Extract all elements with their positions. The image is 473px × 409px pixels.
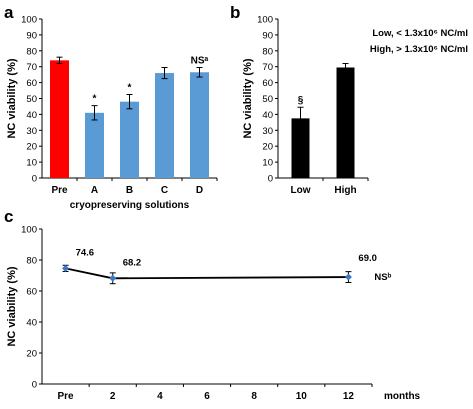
a-ytick-label: 80 (26, 46, 37, 57)
c-ytick-label: 20 (26, 349, 37, 360)
panel-b-chart: 0 10 20 30 40 50 60 70 80 90 100 NC viability (%) § L… (242, 15, 468, 197)
a-xtick-label: C (161, 185, 168, 196)
c-x-unit: months (384, 391, 421, 402)
a-bar (50, 60, 69, 179)
a-ytick-label: 50 (26, 94, 37, 105)
b-bar (336, 67, 355, 178)
a-ytick-label: 0 (32, 174, 37, 185)
b-ytick-label: 0 (268, 174, 273, 185)
c-ylabel: NC viability (%) (6, 266, 18, 346)
b-ytick-label: 80 (262, 46, 273, 57)
c-point (344, 273, 352, 281)
a-ytick-label: 100 (21, 15, 37, 26)
c-ytick-label: 80 (26, 256, 37, 267)
panel-c-chart: 0 20 40 60 80 100 NC viability (%) Pre 2 4 6 8 10 12 m… (6, 225, 421, 403)
b-ytick-label: 30 (262, 126, 273, 137)
a-bar (190, 72, 209, 178)
a-annotation: NSᵃ (191, 55, 209, 66)
a-bar (120, 101, 139, 178)
b-legend-line: Low, < 1.3x10⁶ NC/ml (372, 28, 468, 39)
c-point (109, 274, 117, 282)
a-annotation: * (128, 83, 132, 94)
c-ytick-label: 0 (32, 380, 37, 391)
c-point (62, 264, 70, 272)
b-annotation: § (298, 95, 304, 106)
b-ytick-label: 40 (262, 110, 273, 121)
a-xtick-label: A (91, 185, 98, 196)
c-ytick-label: 40 (26, 318, 37, 329)
c-series-line (65, 267, 349, 280)
a-ytick-label: 30 (26, 126, 37, 137)
a-xtick-label: D (196, 185, 203, 196)
b-ylabel: NC viability (%) (242, 58, 254, 138)
b-ytick-label: 70 (262, 62, 273, 73)
a-xtick-label: Pre (51, 185, 68, 196)
c-annotation: NSᵇ (374, 272, 391, 283)
a-annotation: * (93, 94, 97, 105)
panel-letter-b: b (230, 3, 240, 22)
c-xtick-label: Pre (58, 391, 75, 402)
c-xtick-label: 10 (296, 391, 308, 402)
a-ytick-label: 40 (26, 110, 37, 121)
b-ytick-label: 100 (257, 15, 273, 26)
a-xtick-label: B (126, 185, 133, 196)
a-xlabel: cryopreserving solutions (70, 200, 190, 211)
a-ytick-label: 70 (26, 62, 37, 73)
panel-letter-a: a (4, 3, 14, 22)
c-ytick-label: 100 (21, 225, 37, 236)
b-bar (291, 118, 310, 178)
c-xtick-label: 6 (204, 391, 210, 402)
c-xtick-label: 8 (251, 391, 257, 402)
a-ytick-label: 60 (26, 78, 37, 89)
c-data-label: 74.6 (76, 247, 95, 258)
c-data-label: 69.0 (358, 253, 377, 264)
b-xtick-label: High (334, 185, 356, 196)
panel-a-chart: 0 10 20 30 40 50 60 70 80 90 100 NC viability (%) Pr… (6, 15, 218, 211)
b-ytick-label: 20 (262, 142, 273, 153)
c-data-label: 68.2 (123, 257, 142, 268)
a-bar (85, 112, 104, 178)
c-xtick-label: 2 (110, 391, 116, 402)
b-ytick-label: 60 (262, 78, 273, 89)
a-ytick-label: 90 (26, 30, 37, 41)
a-ytick-label: 20 (26, 142, 37, 153)
a-ylabel: NC viability (%) (6, 58, 18, 138)
a-ytick-label: 10 (26, 158, 37, 169)
b-ytick-label: 90 (262, 30, 273, 41)
b-legend-line: High, > 1.3x10⁶ NC/ml (370, 44, 468, 55)
c-xtick-label: 4 (157, 391, 163, 402)
b-ytick-label: 50 (262, 94, 273, 105)
c-ytick-label: 60 (26, 287, 37, 298)
b-ytick-label: 10 (262, 158, 273, 169)
b-xtick-label: Low (291, 185, 311, 196)
panel-letter-c: c (4, 207, 13, 226)
c-xtick-label: 12 (343, 391, 355, 402)
a-bar (155, 73, 174, 178)
